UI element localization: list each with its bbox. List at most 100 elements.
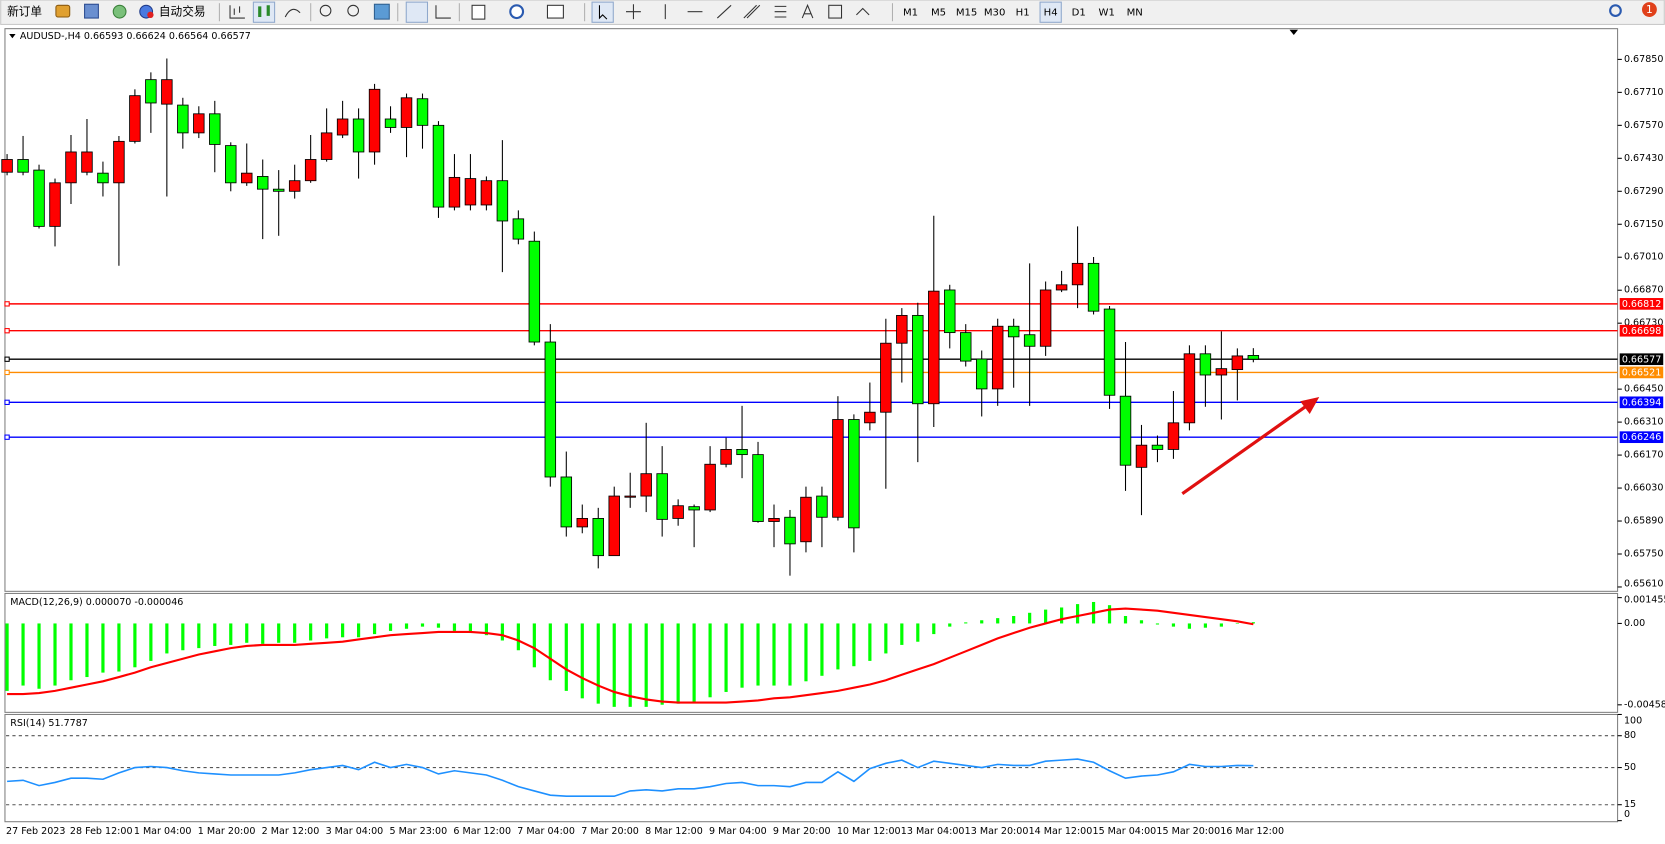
macd-bar bbox=[37, 623, 41, 689]
candle-body bbox=[288, 180, 301, 192]
candle-body bbox=[1007, 325, 1020, 338]
candle-body bbox=[272, 188, 285, 192]
candle-body bbox=[912, 314, 924, 405]
candle-body bbox=[1, 159, 13, 173]
auto-trading-button[interactable]: 自动交易 bbox=[159, 5, 206, 19]
macd-bar bbox=[1075, 604, 1080, 624]
icon-channel[interactable] bbox=[743, 4, 761, 19]
candle-body bbox=[209, 113, 221, 145]
macd-bar bbox=[820, 623, 824, 676]
timeframe-button[interactable]: W1 bbox=[1099, 8, 1115, 19]
icon-profile[interactable] bbox=[84, 3, 99, 19]
signal-line bbox=[7, 607, 1254, 704]
timeframe-button[interactable]: H4 bbox=[1044, 8, 1058, 19]
candle-body bbox=[560, 476, 573, 528]
icon-zoom-out[interactable] bbox=[347, 4, 360, 17]
macd-bar bbox=[261, 623, 265, 644]
icon-shift[interactable] bbox=[435, 5, 451, 19]
macd-bar bbox=[660, 623, 664, 705]
icon-candle-pressed[interactable] bbox=[252, 1, 276, 23]
macd-bar bbox=[996, 618, 1000, 624]
macd-bar bbox=[181, 623, 185, 651]
candle-body bbox=[975, 358, 988, 390]
candle-body bbox=[640, 473, 652, 497]
timeframe-button[interactable]: H1 bbox=[1016, 8, 1030, 19]
y-tick-label: 0 bbox=[1624, 809, 1630, 820]
timeframe-button[interactable]: M30 bbox=[984, 8, 1006, 19]
icon-periods[interactable] bbox=[509, 4, 525, 20]
icon-cursor[interactable] bbox=[591, 1, 614, 23]
notification-badge[interactable] bbox=[1641, 2, 1657, 17]
candle-body bbox=[304, 159, 317, 182]
icon-signal[interactable] bbox=[112, 4, 127, 19]
price-label: 0.66577 bbox=[1622, 354, 1661, 365]
candle-body bbox=[33, 169, 45, 227]
plot-layer: 0.67850 0.67710 0.67570 0.67430 0.67290 0.671… bbox=[1, 54, 1665, 837]
timeframe-button[interactable]: M15 bbox=[956, 8, 978, 19]
icon-crosshair[interactable] bbox=[626, 4, 641, 20]
y-tick-label: 0.66730 bbox=[1624, 318, 1663, 329]
candle-body bbox=[816, 495, 828, 518]
macd-bar bbox=[1171, 623, 1176, 627]
price-label: 0.66812 bbox=[1622, 299, 1661, 310]
y-tick-label: 0.67430 bbox=[1624, 153, 1663, 164]
icon-autoscroll[interactable] bbox=[405, 1, 429, 23]
icon-templates[interactable] bbox=[546, 4, 564, 19]
price-panel-frame bbox=[4, 28, 1619, 592]
macd-bar bbox=[149, 623, 153, 661]
icon-search[interactable] bbox=[1609, 4, 1622, 17]
x-tick-label: 14 Mar 12:00 bbox=[1029, 826, 1093, 837]
macd-bar bbox=[388, 623, 393, 631]
macd-bar bbox=[1235, 623, 1239, 624]
timeframe-button[interactable]: M1 bbox=[903, 8, 918, 19]
y-tick-label: 100 bbox=[1624, 715, 1642, 726]
icon-text[interactable] bbox=[801, 3, 814, 19]
macd-bar bbox=[436, 623, 441, 628]
macd-bar bbox=[788, 623, 792, 686]
candle-body bbox=[512, 218, 525, 240]
macd-bar bbox=[404, 623, 409, 629]
icon-indicators[interactable] bbox=[471, 4, 486, 20]
candle-body bbox=[1199, 353, 1212, 376]
macd-bar bbox=[980, 620, 984, 624]
macd-bar bbox=[229, 623, 233, 645]
icon-arrows[interactable] bbox=[856, 7, 870, 16]
macd-bar bbox=[133, 623, 137, 668]
icon-folder[interactable] bbox=[55, 4, 71, 18]
icon-tile[interactable] bbox=[373, 3, 390, 20]
candle-body bbox=[1167, 422, 1180, 450]
timeframe-button[interactable]: M5 bbox=[931, 8, 946, 19]
candle-body bbox=[145, 79, 157, 104]
candle-body bbox=[432, 124, 445, 208]
timeframe-button[interactable]: D1 bbox=[1072, 8, 1086, 19]
icon-bar-chart[interactable] bbox=[229, 5, 245, 19]
icon-zoom-in[interactable] bbox=[319, 4, 332, 17]
new-order-button[interactable]: 新订单 bbox=[7, 5, 42, 19]
x-tick-label: 28 Feb 12:00 bbox=[70, 826, 133, 837]
icon-trendline[interactable] bbox=[716, 4, 732, 19]
timeframe-button[interactable]: MN bbox=[1127, 8, 1143, 19]
y-tick-label: 0.67710 bbox=[1624, 87, 1663, 98]
icon-fibo[interactable] bbox=[774, 5, 787, 18]
x-tick-label: 9 Mar 20:00 bbox=[773, 826, 831, 837]
candle-body bbox=[736, 449, 748, 456]
price-label-box bbox=[1619, 353, 1664, 366]
candle-body bbox=[944, 289, 956, 334]
candle-body bbox=[384, 118, 397, 128]
macd-bar bbox=[964, 622, 968, 624]
y-tick-label: 15 bbox=[1624, 799, 1636, 810]
candle-body bbox=[832, 419, 844, 518]
macd-bar bbox=[932, 623, 936, 635]
icon-label[interactable] bbox=[828, 4, 843, 19]
macd-bar bbox=[644, 623, 648, 707]
macd-bar bbox=[628, 623, 632, 707]
price-label-box bbox=[1619, 324, 1664, 337]
icon-line-chart[interactable] bbox=[284, 8, 301, 18]
macd-bar bbox=[372, 623, 377, 635]
macd-bar bbox=[836, 623, 840, 670]
candle-body bbox=[336, 118, 349, 136]
macd-bar bbox=[325, 623, 329, 639]
x-tick-label: 13 Mar 04:00 bbox=[901, 826, 965, 837]
